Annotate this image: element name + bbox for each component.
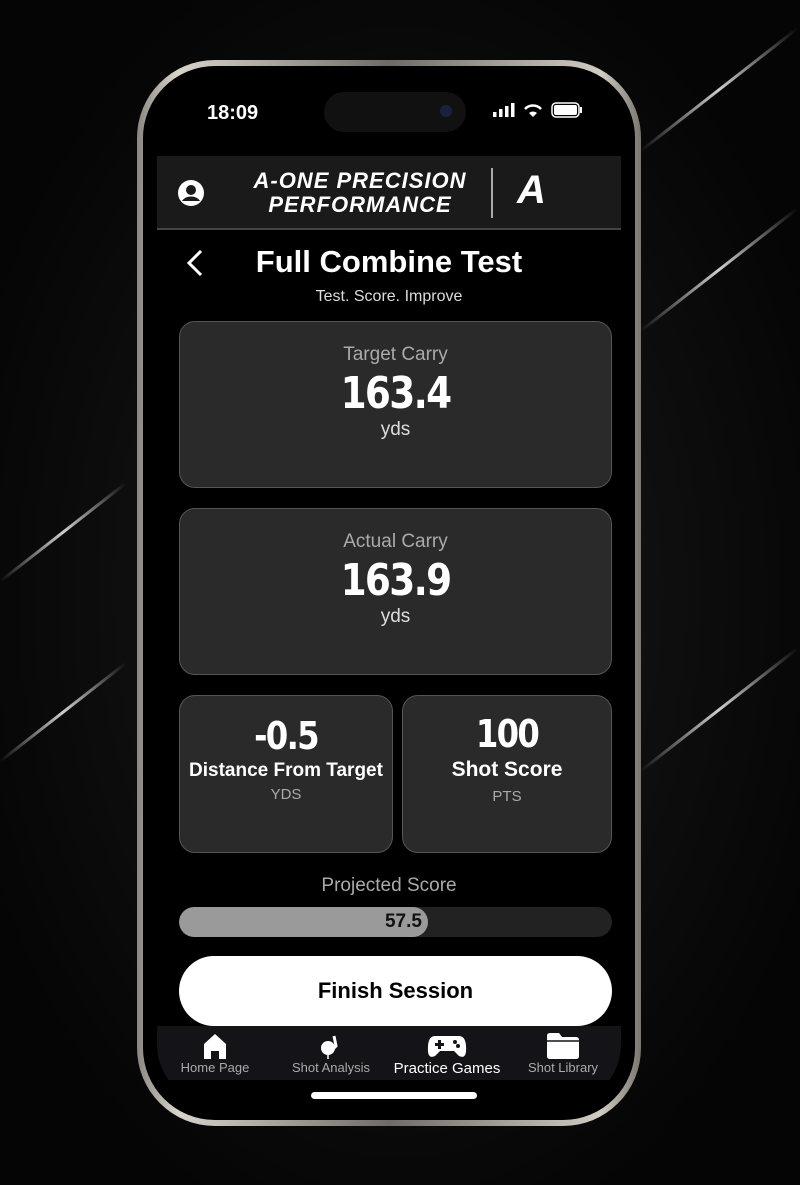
battery-icon <box>551 102 582 118</box>
nav-label: Shot Analysis <box>291 1060 371 1075</box>
target-carry-card: Target Carry 163.4 yds <box>179 321 612 488</box>
actual-carry-label: Actual Carry <box>343 531 448 552</box>
actual-carry-value: 163.9 <box>340 555 453 606</box>
projected-score-label: Projected Score <box>321 875 457 896</box>
shot-score-card: 100 Shot Score PTS <box>402 695 612 853</box>
golf-club-icon <box>321 1035 338 1059</box>
nav-label: Practice Games <box>393 1060 501 1077</box>
target-carry-label: Target Carry <box>343 344 448 365</box>
brand-logo-text: A-ONE PRECISION PERFORMANCE <box>253 168 467 217</box>
target-carry-value: 163.4 <box>340 368 453 419</box>
distance-label: Distance From Target <box>189 760 383 781</box>
projected-score-value: 57.5 <box>384 911 422 932</box>
shot-score-value: 100 <box>475 712 540 756</box>
page-subtitle: Test. Score. Improve <box>315 288 463 305</box>
nav-practice-games[interactable]: Practice Games <box>389 1026 505 1080</box>
actual-carry-unit: yds <box>380 606 411 627</box>
app-header: A-ONE PRECISION PERFORMANCE A <box>157 156 621 230</box>
shot-score-unit: PTS <box>492 788 522 805</box>
signal-icon <box>493 103 515 117</box>
nav-home-page[interactable]: Home Page <box>157 1026 273 1080</box>
target-carry-unit: yds <box>380 419 411 440</box>
nav-shot-library[interactable]: Shot Library <box>505 1026 621 1080</box>
projected-score-fill: 57.5 <box>179 907 428 937</box>
nav-label: Shot Library <box>527 1060 599 1075</box>
shot-score-label: Shot Score <box>451 758 563 781</box>
brand-logo-mark: A <box>517 168 546 212</box>
nav-label: Home Page <box>180 1060 250 1075</box>
back-chevron-icon[interactable] <box>185 248 205 278</box>
home-indicator <box>311 1092 477 1099</box>
bottom-nav: Home Page Shot Analysis Practice Games S… <box>157 1026 621 1080</box>
home-icon <box>204 1034 226 1059</box>
status-icons <box>493 102 583 118</box>
distance-value: -0.5 <box>254 714 320 758</box>
phone-frame: 18:09 A-ONE PRECISION PERFORMANCE A Full … <box>137 60 641 1126</box>
distance-from-target-card: -0.5 Distance From Target YDS <box>179 695 393 853</box>
finish-session-button[interactable]: Finish Session <box>179 956 612 1026</box>
status-time: 18:09 <box>207 102 259 124</box>
wifi-icon <box>524 103 542 117</box>
gamepad-icon <box>427 1036 467 1057</box>
projected-score-bar: 57.5 <box>179 907 612 937</box>
nav-shot-analysis[interactable]: Shot Analysis <box>273 1026 389 1080</box>
camera <box>440 105 452 117</box>
distance-unit: YDS <box>270 786 302 803</box>
logo-divider <box>491 168 493 218</box>
profile-icon[interactable] <box>177 179 205 207</box>
page-title: Full Combine Test <box>255 244 523 279</box>
app-screen: 18:09 A-ONE PRECISION PERFORMANCE A Full … <box>157 80 621 1106</box>
folder-icon <box>547 1033 579 1059</box>
actual-carry-card: Actual Carry 163.9 yds <box>179 508 612 675</box>
